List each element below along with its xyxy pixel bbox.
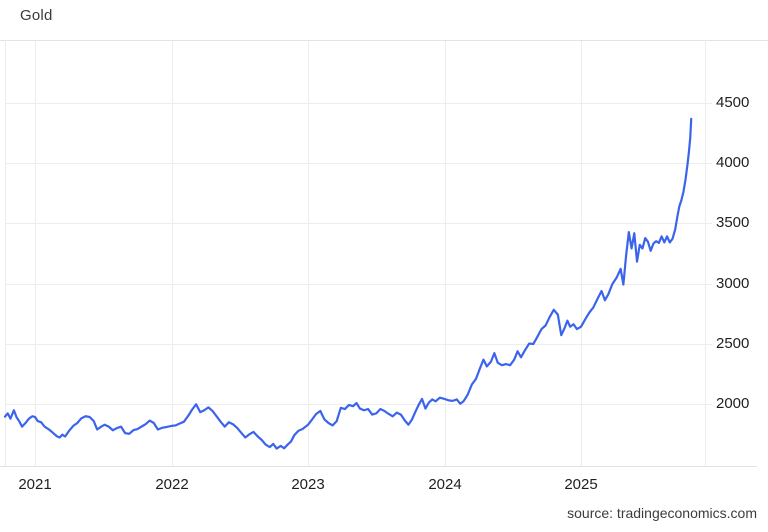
y-tick-label: 4500 <box>716 94 750 111</box>
x-tick-label: 2023 <box>291 476 325 493</box>
x-tick-label: 2022 <box>155 476 189 493</box>
x-tick-label: 2025 <box>564 476 598 493</box>
chart-title: Gold <box>20 7 53 24</box>
y-tick-label: 4000 <box>716 154 750 171</box>
y-tick-label: 2500 <box>716 335 750 352</box>
y-tick-label: 3000 <box>716 275 750 292</box>
x-tick-label: 2024 <box>428 476 462 493</box>
source-credit: source: tradingeconomics.com <box>567 505 757 521</box>
y-tick-label: 2000 <box>716 395 750 412</box>
gold-price-line[interactable] <box>3 117 693 450</box>
y-tick-label: 3500 <box>716 214 750 231</box>
x-tick-label: 2021 <box>18 476 52 493</box>
